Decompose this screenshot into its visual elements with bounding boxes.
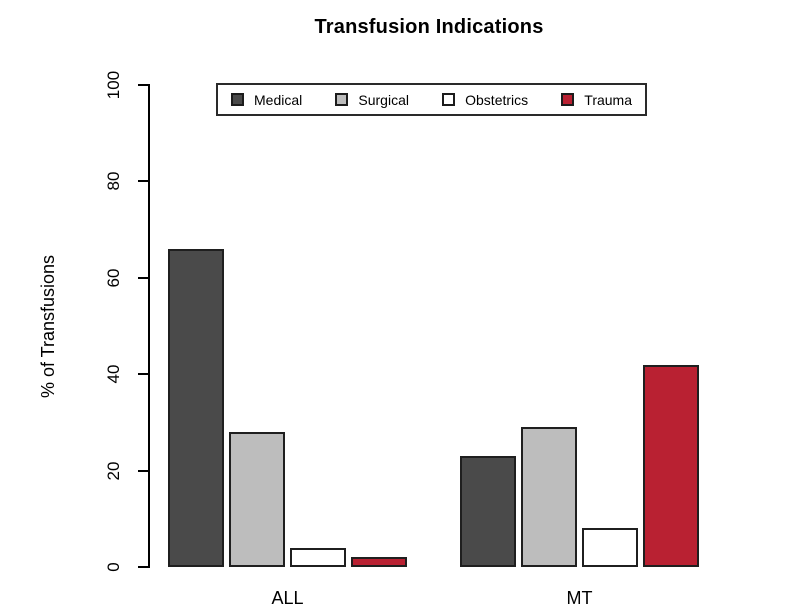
bar-all-obstetrics [290, 548, 346, 567]
y-tick-label-60: 60 [104, 268, 123, 288]
legend-label-surgical: Surgical [358, 91, 409, 108]
y-tick-mark [138, 84, 150, 86]
legend-item-surgical: Surgical [335, 92, 409, 108]
legend-item-obstetrics: Obstetrics [442, 92, 528, 108]
bar-mt-medical [460, 456, 516, 567]
y-tick-label-40: 40 [104, 364, 123, 384]
bar-all-surgical [229, 432, 285, 567]
bar-all-trauma [351, 557, 407, 567]
y-tick-label-0: 0 [104, 562, 123, 572]
legend-label-obstetrics: Obstetrics [465, 91, 529, 108]
y-tick-mark [138, 180, 150, 183]
chart-title: Transfusion Indications [314, 16, 544, 38]
x-category-label-mt: MT [566, 588, 593, 608]
legend-swatch-surgical [335, 93, 349, 106]
legend-item-medical: Medical [231, 92, 302, 108]
y-tick-mark [138, 566, 150, 568]
bar-mt-trauma [643, 365, 699, 567]
legend-swatch-obstetrics [442, 93, 456, 106]
y-axis-label-wrap: % of Transfusions [36, 85, 62, 567]
y-tick-mark [138, 469, 150, 472]
bar-all-medical [168, 249, 224, 567]
legend-swatch-trauma [561, 93, 575, 106]
y-tick-mark [138, 276, 150, 279]
bar-mt-obstetrics [582, 528, 638, 567]
y-tick-label-20: 20 [104, 461, 123, 481]
legend-item-trauma: Trauma [561, 92, 632, 108]
y-tick-label-100: 100 [104, 70, 123, 100]
legend-label-trauma: Trauma [584, 91, 632, 108]
legend-label-medical: Medical [254, 91, 303, 108]
y-tick-label-80: 80 [104, 171, 123, 191]
bar-mt-surgical [521, 427, 577, 567]
y-axis-label: % of Transfusions [38, 254, 59, 398]
plot-area: 0 20 40 60 80 100 ALL MT [104, 71, 712, 608]
chart-legend: Medical Surgical Obstetrics Trauma [216, 83, 647, 116]
legend-swatch-medical [231, 93, 244, 106]
y-tick-mark [138, 373, 150, 376]
x-category-label-all: ALL [271, 588, 304, 608]
